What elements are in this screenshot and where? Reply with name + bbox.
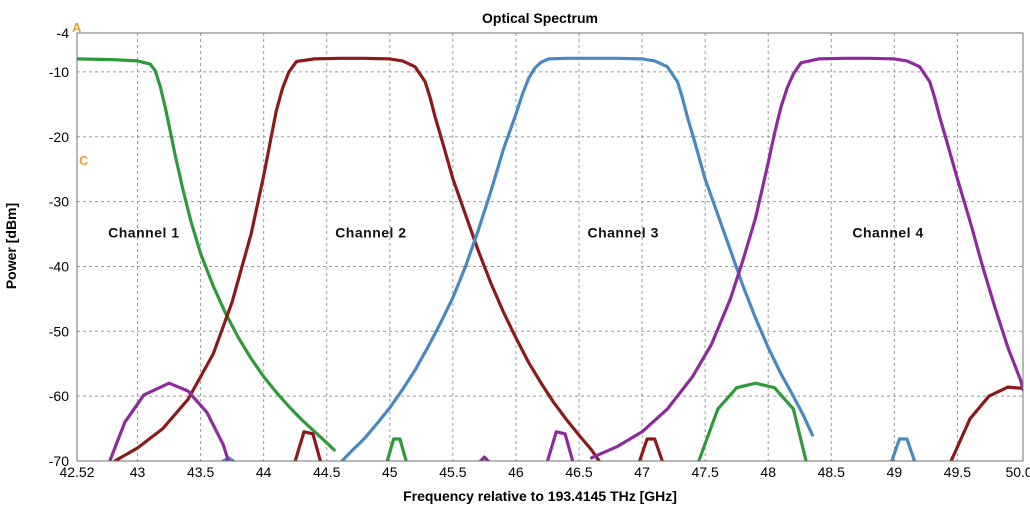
x-tick-label: 42.52	[59, 464, 94, 480]
series-1-line	[77, 57, 336, 452]
series-2-sidelobe	[949, 385, 1023, 461]
grid-lines	[77, 33, 1023, 461]
series-2-line	[113, 56, 601, 461]
marker-c: C	[79, 153, 89, 168]
x-tick-label: 49	[887, 464, 903, 480]
series-4-sidelobe	[479, 455, 490, 461]
series-2-sidelobe	[293, 430, 322, 461]
x-tick-label: 45.5	[439, 464, 466, 480]
x-tick-label: 44	[256, 464, 272, 480]
channel-2-label: Channel 2	[335, 224, 406, 240]
y-axis-title: Power [dBm]	[3, 203, 19, 289]
x-tick-label: 43.5	[187, 464, 214, 480]
channel-3-label: Channel 3	[587, 224, 658, 240]
series-1-sidelobe	[697, 381, 808, 461]
plot-area-frame	[76, 32, 1024, 462]
axis-ticks: 42.52 43 43.5 44 44.5 45 45.5 46 46.5 47 47.5 48 48.…	[49, 25, 1030, 480]
chart-title: Optical Spectrum	[482, 10, 598, 26]
x-tick-label: 50.02	[1005, 464, 1030, 480]
x-tick-label: 44.5	[313, 464, 340, 480]
channel-annotations: Channel 1 Channel 2 Channel 3 Channel 4	[108, 224, 923, 240]
marker-a: A	[72, 20, 82, 35]
x-tick-label: 47.5	[692, 464, 719, 480]
x-tick-label: 43	[130, 464, 146, 480]
series-4-line	[590, 56, 1023, 460]
x-tick-label: 45	[382, 464, 398, 480]
y-tick-label: -4	[57, 25, 70, 41]
x-tick-label: 47	[634, 464, 650, 480]
y-tick-label: -70	[49, 453, 69, 469]
series-3-line	[340, 56, 814, 461]
y-tick-label: -10	[49, 64, 69, 80]
plot-series	[77, 56, 1023, 461]
series-1-sidelobe	[385, 437, 408, 461]
channel-1-label: Channel 1	[108, 224, 179, 240]
x-axis-title: Frequency relative to 193.4145 THz [GHz]	[403, 488, 677, 504]
y-tick-label: -40	[49, 258, 69, 274]
x-tick-label: 48	[760, 464, 776, 480]
x-tick-label: 46	[508, 464, 524, 480]
series-4-sidelobe	[545, 430, 575, 461]
series-2-sidelobe	[638, 437, 664, 461]
y-tick-label: -20	[49, 129, 69, 145]
y-tick-label: -30	[49, 194, 69, 210]
series-group	[77, 56, 1023, 461]
x-tick-label: 49.5	[944, 464, 971, 480]
series-3-sidelobe	[890, 437, 917, 461]
series-4-sidelobe	[108, 381, 230, 461]
channel-4-label: Channel 4	[852, 224, 923, 240]
y-tick-label: -50	[49, 323, 69, 339]
x-tick-label: 48.5	[818, 464, 845, 480]
x-tick-label: 46.5	[565, 464, 592, 480]
y-tick-label: -60	[49, 388, 69, 404]
